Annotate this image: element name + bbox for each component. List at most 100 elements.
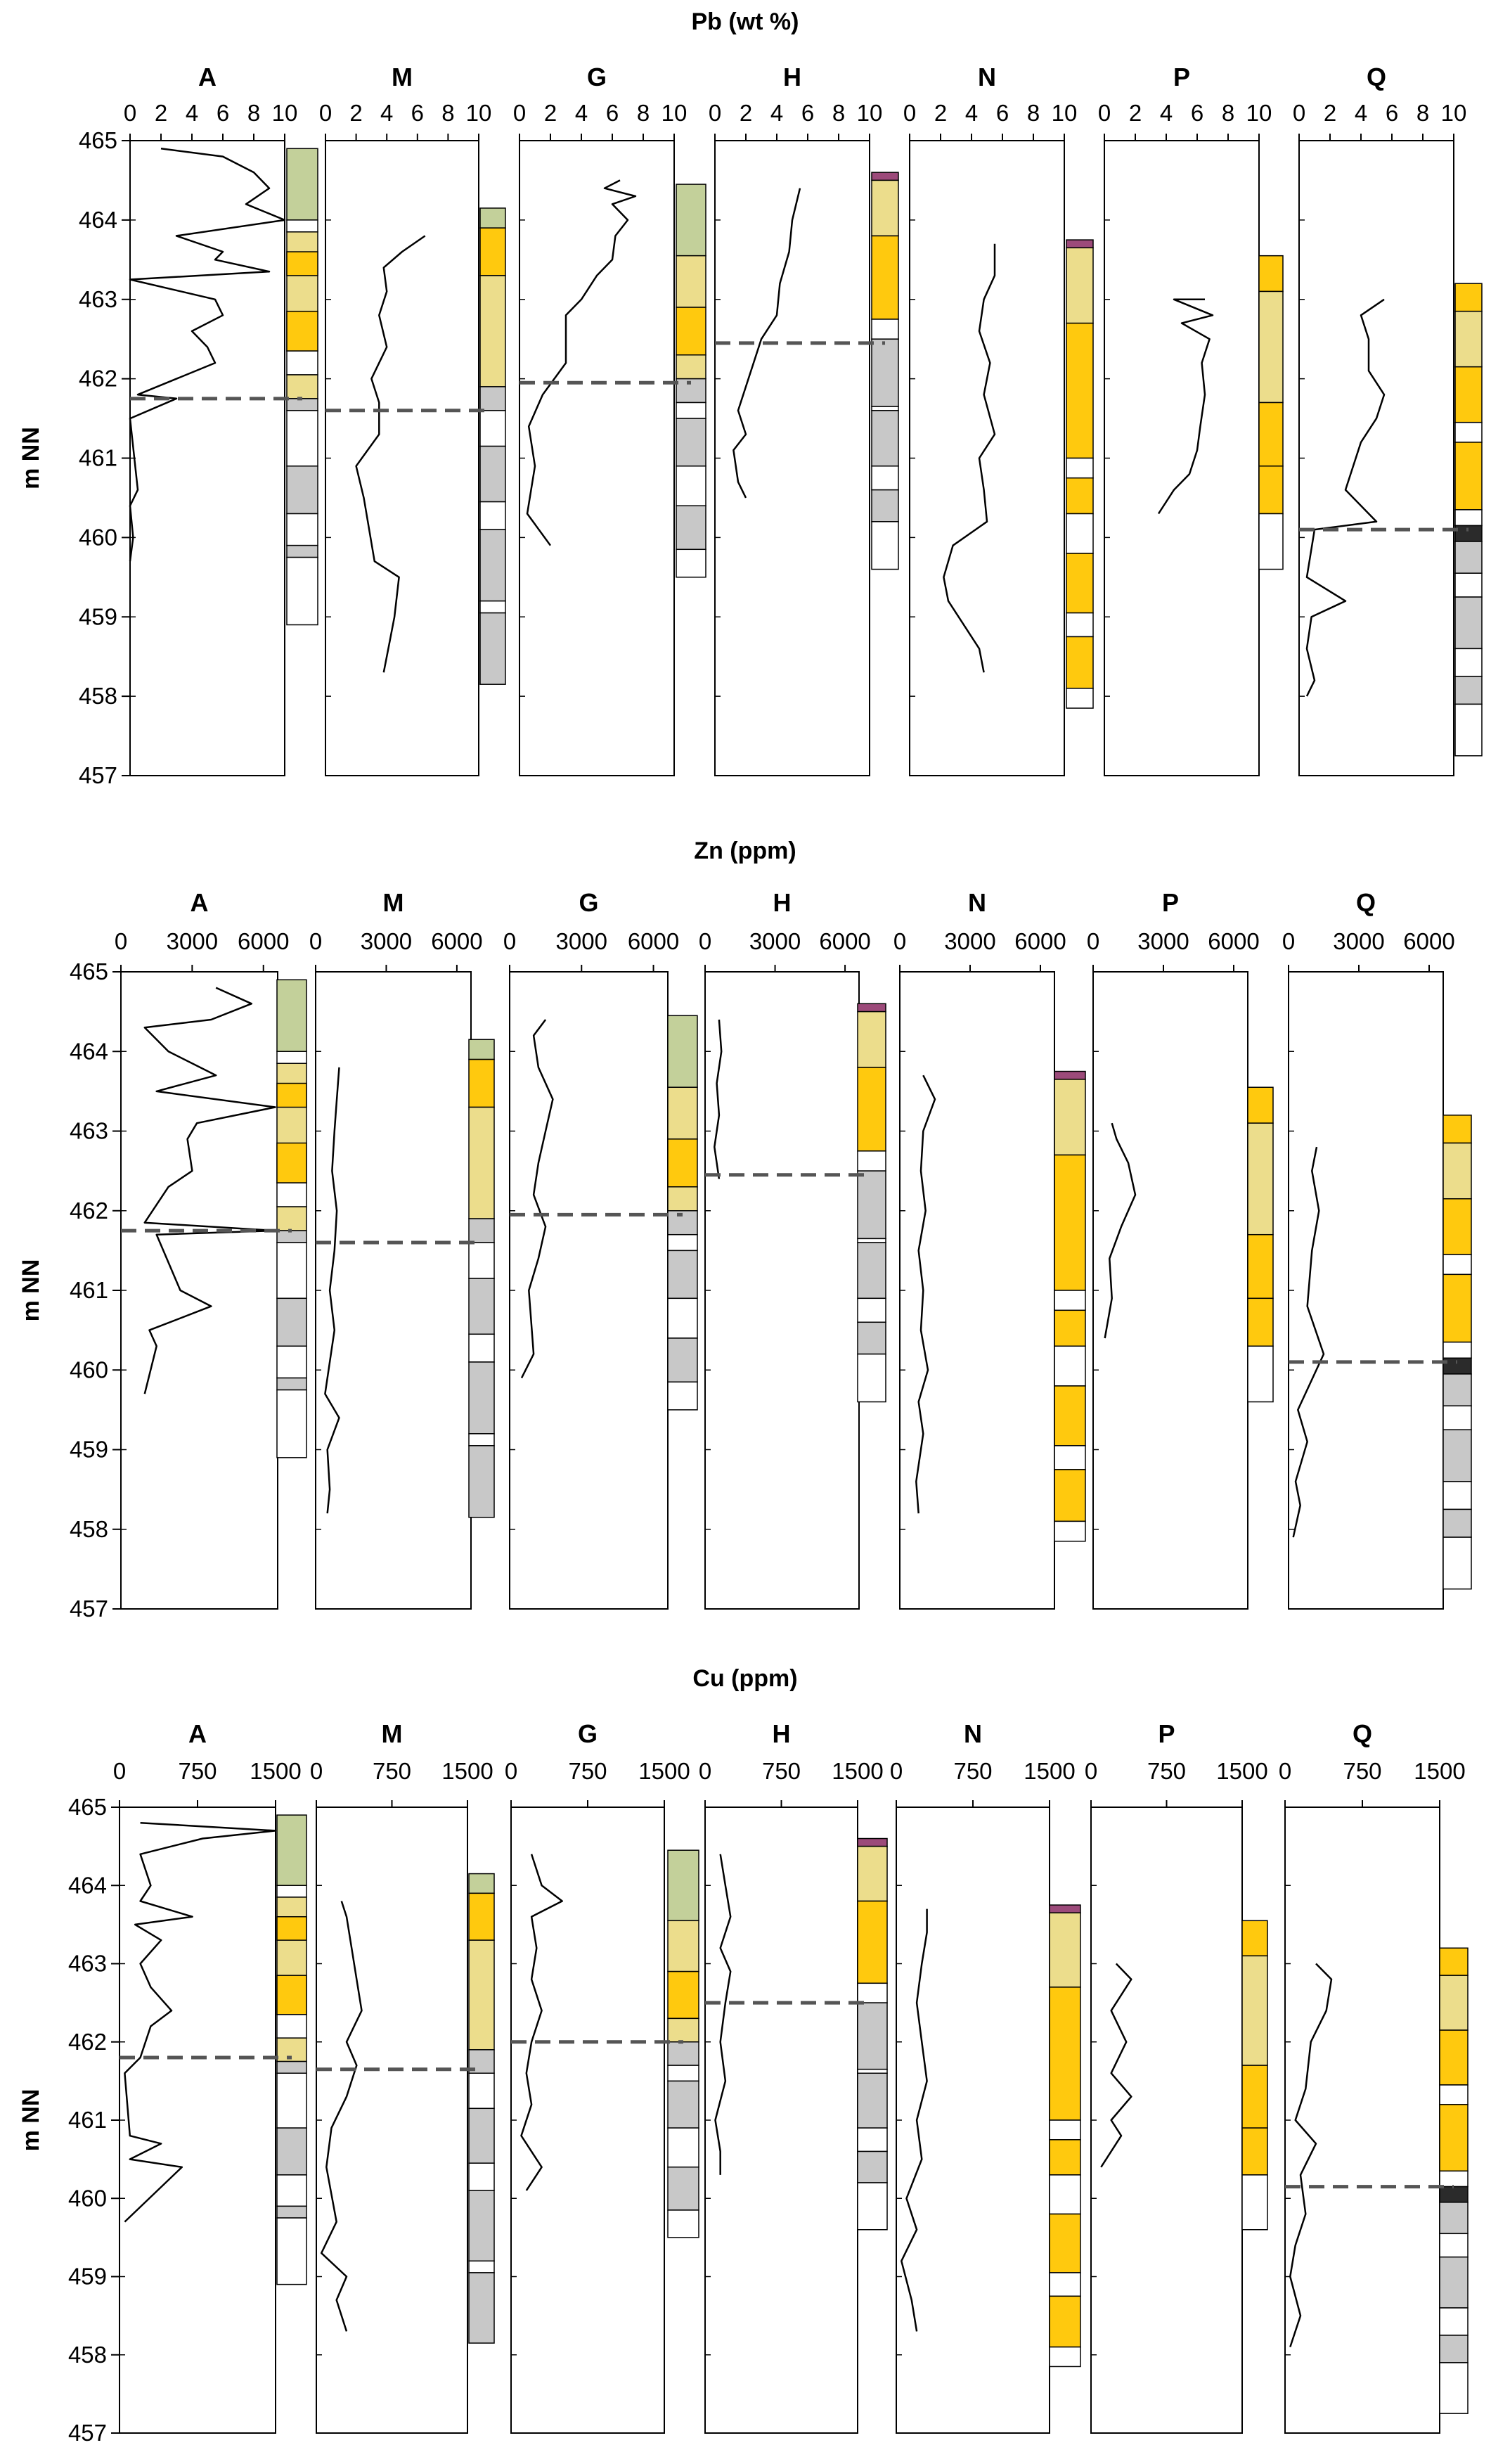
core-label-2-M: M [382, 1719, 403, 1748]
lithology-layer-1-M-1 [468, 1058, 495, 1108]
lithology-layer-0-M-3 [479, 386, 506, 411]
x-tick-label-0-A-4: 4 [186, 100, 198, 126]
data-series-2-P [1100, 1963, 1132, 2168]
y-tick-label-1-464: 464 [70, 1038, 108, 1064]
core-label-0-M: M [392, 63, 413, 91]
lithology-layer-0-A-5 [286, 350, 318, 376]
plot-frame-2-P [1090, 1807, 1243, 2434]
y-axis-label-2: m NN [18, 2089, 44, 2152]
lithology-layer-1-A-3 [276, 1082, 307, 1108]
lithology-layer-2-N-1 [1049, 1912, 1081, 1988]
lithology-layer-1-Q-2 [1442, 1198, 1472, 1255]
plot-frame-2-Q [1284, 1807, 1440, 2434]
y-tick-label-1-458: 458 [70, 1516, 108, 1542]
lithology-layer-2-N-4 [1049, 2139, 1081, 2176]
x-tick-label-1-H-6000: 6000 [819, 928, 870, 954]
x-tick-label-0-H-0: 0 [709, 100, 721, 126]
x-tick-label-1-N-3000: 3000 [944, 928, 995, 954]
core-label-2-Q: Q [1353, 1719, 1372, 1748]
x-tick-label-2-N-750: 750 [953, 1758, 992, 1784]
y-tick-label-2-463: 463 [68, 1951, 107, 1977]
plot-frame-1-M [315, 971, 472, 1610]
x-tick-label-1-N-0: 0 [893, 928, 906, 954]
x-tick-label-2-N-1500: 1500 [1024, 1758, 1075, 1784]
x-tick-label-2-A-750: 750 [178, 1758, 217, 1784]
lithology-layer-2-A-8 [276, 2072, 307, 2129]
lithology-layer-1-M-6 [468, 1333, 495, 1363]
lithology-layer-1-P-4 [1247, 1345, 1274, 1403]
core-label-1-P: P [1162, 888, 1179, 917]
lithology-layer-1-M-2 [468, 1106, 495, 1219]
x-tick-label-0-Q-2: 2 [1324, 100, 1336, 126]
y-tick-label-0-458: 458 [79, 683, 117, 709]
lithology-layer-1-G-1 [667, 1086, 698, 1140]
x-tick-label-0-A-0: 0 [124, 100, 136, 126]
lithology-layer-0-Q-3 [1454, 421, 1483, 443]
x-tick-label-1-H-3000: 3000 [749, 928, 801, 954]
x-tick-label-0-Q-4: 4 [1355, 100, 1367, 126]
x-tick-label-0-N-6: 6 [996, 100, 1009, 126]
lithology-layer-1-Q-10 [1442, 1481, 1472, 1510]
x-tick-label-0-Q-6: 6 [1386, 100, 1398, 126]
lithology-layer-0-A-10 [286, 513, 318, 546]
data-series-1-G [520, 1019, 554, 1379]
plot-frame-0-N [909, 140, 1065, 776]
x-tick-label-2-G-750: 750 [568, 1758, 607, 1784]
y-tick-label-1-460: 460 [70, 1356, 108, 1382]
core-label-0-G: G [587, 63, 607, 91]
plot-frame-0-H [714, 140, 870, 776]
lithology-layer-0-G-7 [676, 466, 706, 506]
lithology-layer-1-Q-4 [1442, 1273, 1472, 1343]
x-tick-label-0-N-4: 4 [965, 100, 978, 126]
x-tick-label-0-N-0: 0 [903, 100, 916, 126]
lithology-layer-1-M-9 [468, 1445, 495, 1518]
data-series-1-H [714, 1019, 723, 1179]
data-series-1-Q [1292, 1146, 1325, 1538]
x-tick-label-0-M-10: 10 [466, 100, 492, 126]
lithology-layer-1-G-5 [667, 1233, 698, 1252]
lithology-layer-0-H-6 [871, 410, 899, 467]
lithology-layer-1-Q-11 [1442, 1508, 1472, 1538]
x-tick-label-1-Q-6000: 6000 [1403, 928, 1454, 954]
lithology-layer-2-N-0 [1049, 1904, 1081, 1913]
lithology-layer-1-P-2 [1247, 1233, 1274, 1300]
lithology-layer-2-G-0 [667, 1849, 699, 1922]
lithology-layer-0-G-9 [676, 548, 706, 578]
lithology-layer-0-P-0 [1258, 255, 1284, 293]
lithology-layer-2-Q-12 [1439, 2362, 1469, 2414]
lithology-layer-1-A-12 [276, 1389, 307, 1458]
x-tick-label-2-M-0: 0 [310, 1758, 323, 1784]
lithology-layer-1-H-3 [857, 1150, 886, 1172]
x-tick-label-2-P-750: 750 [1147, 1758, 1186, 1784]
core-label-1-M: M [383, 888, 404, 917]
lithology-layer-1-N-4 [1054, 1309, 1086, 1347]
x-tick-label-0-H-4: 4 [770, 100, 783, 126]
lithology-layer-2-M-0 [468, 1873, 495, 1894]
data-series-0-N [943, 243, 996, 673]
lithology-layer-0-N-8 [1066, 636, 1094, 689]
lithology-layer-0-N-4 [1066, 477, 1094, 515]
lithology-layer-0-Q-4 [1454, 442, 1483, 511]
lithology-layer-1-M-4 [468, 1242, 495, 1279]
lithology-layer-1-H-9 [857, 1353, 886, 1403]
lithology-layer-2-Q-3 [1439, 2084, 1469, 2105]
lithology-layer-2-A-10 [276, 2174, 307, 2207]
lithology-layer-1-H-8 [857, 1321, 886, 1355]
lithology-layer-0-A-3 [286, 251, 318, 276]
lithology-layer-2-G-3 [667, 2017, 699, 2043]
plot-frame-1-A [120, 971, 278, 1610]
lithology-layer-0-A-12 [286, 556, 318, 626]
data-series-0-M [355, 235, 426, 673]
lithology-layer-1-Q-5 [1442, 1341, 1472, 1359]
lithology-layer-0-Q-5 [1454, 509, 1483, 527]
x-tick-label-0-G-10: 10 [661, 100, 688, 126]
lithology-layer-0-A-11 [286, 544, 318, 558]
y-tick-label-2-459: 459 [68, 2264, 107, 2290]
data-series-0-Q [1305, 298, 1386, 697]
data-series-0-P [1157, 298, 1214, 515]
lithology-layer-0-A-8 [286, 410, 318, 467]
plot-frame-0-M [325, 140, 479, 776]
lithology-layer-2-G-4 [667, 2041, 699, 2066]
plot-frame-1-Q [1288, 971, 1444, 1610]
